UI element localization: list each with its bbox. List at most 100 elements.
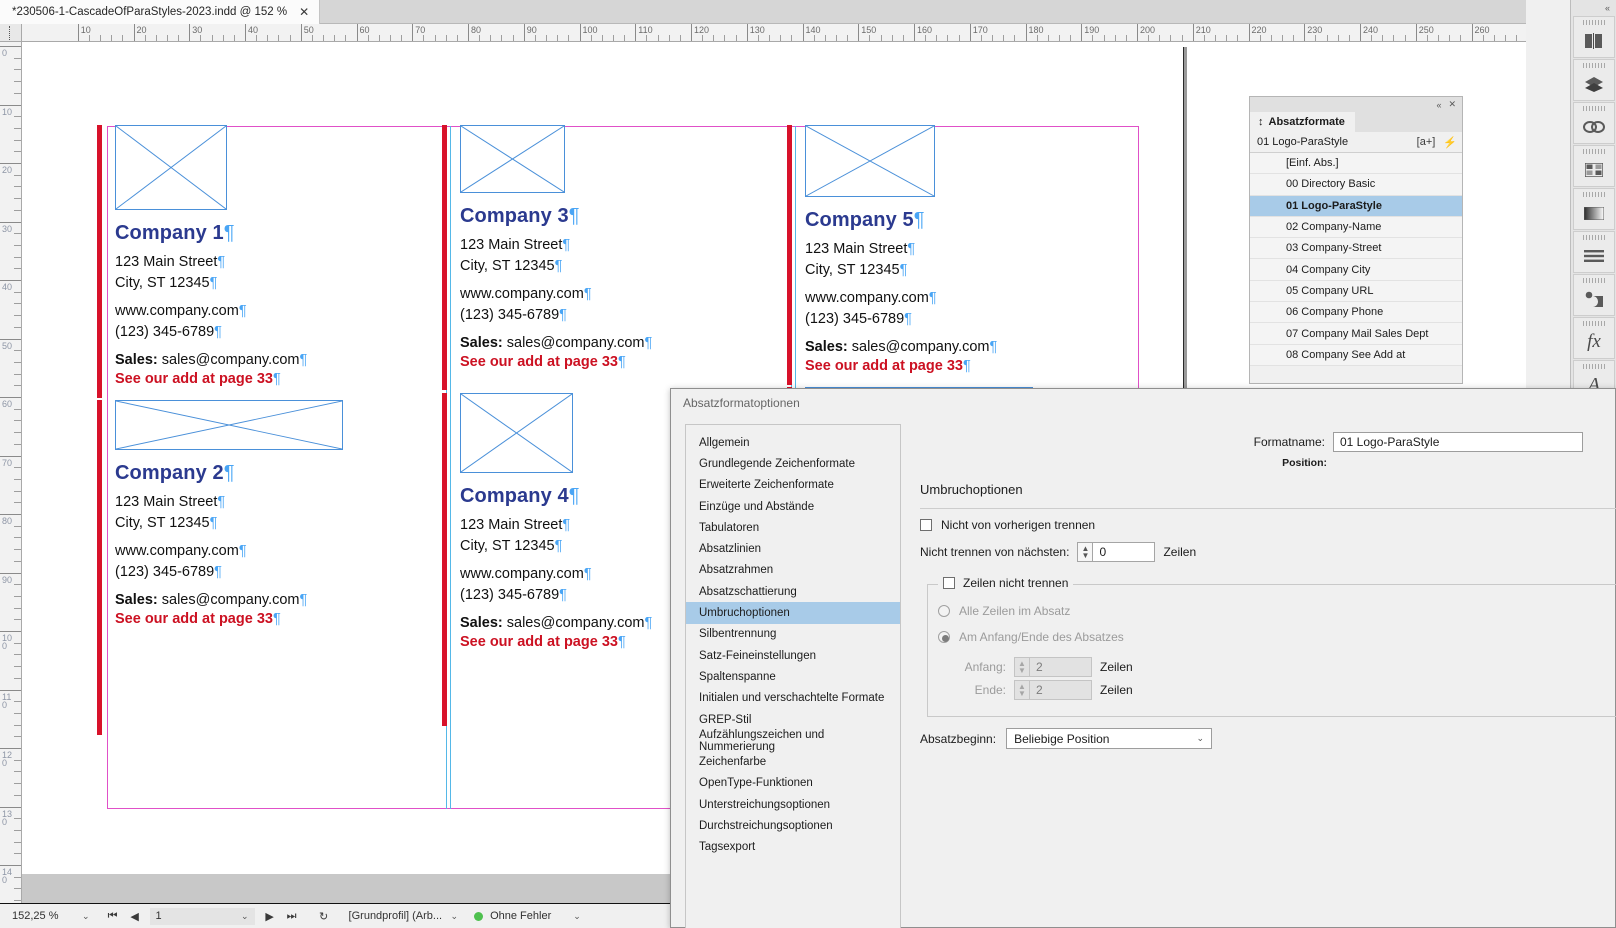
style-list-item[interactable]: 03 Company-Street [1250, 238, 1462, 260]
dialog-category-item[interactable]: Silbentrennung [699, 628, 777, 641]
paragraph-panel-button[interactable] [1573, 231, 1615, 273]
layers-panel-button[interactable] [1573, 59, 1615, 101]
all-lines-row[interactable]: Alle Zeilen im Absatz [938, 604, 1070, 618]
dialog-category-item[interactable]: Allgemein [699, 436, 750, 449]
company-text-block[interactable]: Company 2¶ 123 Main Street¶ City, ST 123… [115, 462, 307, 627]
image-placeholder-frame[interactable] [460, 125, 565, 193]
keep-with-previous-checkbox[interactable] [920, 519, 932, 531]
paragraph-start-row[interactable]: Absatzbeginn: Beliebige Position ⌄ [920, 728, 1213, 749]
drag-grip[interactable] [1583, 364, 1605, 369]
keep-with-next-row[interactable]: Nicht trennen von nächsten: ▲ ▼ 0 Zeilen [920, 542, 1196, 562]
dialog-category-item[interactable]: Durchstreichungsoptionen [699, 819, 833, 832]
panel-close-icon[interactable]: ✕ [1448, 99, 1456, 109]
effects-panel-button[interactable]: fx [1573, 317, 1615, 359]
style-list-item[interactable]: 05 Company URL [1250, 280, 1462, 303]
style-list-item[interactable]: 00 Directory Basic [1250, 174, 1462, 196]
document-tab[interactable]: *230506-1-CascadeOfParaStyles-2023.indd … [0, 0, 321, 24]
image-placeholder-frame[interactable] [115, 400, 343, 450]
dialog-category-item[interactable]: Erweiterte Zeichenformate [699, 479, 834, 492]
paragraph-styles-list[interactable]: [Einf. Abs.] 00 Directory Basic 01 Logo-Pa… [1250, 153, 1462, 366]
zoom-dropdown-icon[interactable]: ⌄ [82, 910, 90, 921]
dialog-category-item[interactable]: Grundlegende Zeichenformate [699, 457, 855, 470]
end-lines-row[interactable]: Ende: ▲ ▼ 2 Zeilen [951, 680, 1181, 700]
style-list-item[interactable]: 06 Company Phone [1250, 302, 1462, 324]
end-lines-input[interactable]: 2 [1029, 680, 1092, 700]
next-page-button[interactable]: ▶ [265, 910, 274, 923]
dialog-category-item[interactable]: Absatzschattierung [699, 585, 797, 598]
keep-with-previous-row[interactable]: Nicht von vorherigen trennen [920, 518, 1095, 532]
previous-page-button[interactable]: ◀ [130, 910, 139, 923]
company-entry[interactable]: Company 1¶ 123 Main Street¶ City, ST 123… [97, 125, 437, 398]
image-placeholder-frame[interactable] [460, 393, 573, 473]
start-lines-stepper[interactable]: ▲ ▼ [1014, 657, 1029, 677]
keep-lines-checkbox[interactable] [943, 577, 955, 589]
cells-panel-button[interactable] [1573, 145, 1615, 187]
links-panel-button[interactable] [1573, 102, 1615, 144]
style-list-item[interactable]: 07 Company Mail Sales Dept [1250, 323, 1462, 345]
end-lines-stepper[interactable]: ▲ ▼ [1014, 680, 1029, 700]
dialog-category-item[interactable]: Absatzlinien [699, 543, 762, 556]
chevron-down-icon[interactable]: ⌄ [241, 910, 249, 921]
clear-overrides-icon[interactable]: [a+] [1416, 136, 1436, 148]
format-name-input[interactable]: 01 Logo-ParaStyle [1333, 432, 1583, 452]
style-list-item[interactable]: 01 Logo-ParaStyle [1250, 195, 1462, 217]
start-lines-row[interactable]: Anfang: ▲ ▼ 2 Zeilen [951, 657, 1181, 677]
profile-dropdown-icon[interactable]: ⌄ [450, 910, 459, 921]
last-page-button[interactable]: ⏭ [286, 909, 297, 922]
drag-grip[interactable] [1583, 192, 1605, 197]
start-end-radio[interactable] [938, 631, 950, 643]
dialog-category-item[interactable]: Spaltenspanne [699, 670, 776, 683]
dialog-category-item[interactable]: Absatzrahmen [699, 564, 774, 577]
gradient-panel-button[interactable] [1573, 188, 1615, 230]
style-list-item[interactable]: 04 Company City [1250, 259, 1462, 281]
tab-absatzformate[interactable]: ↕ Absatzformate [1250, 112, 1355, 132]
start-lines-input[interactable]: 2 [1029, 657, 1092, 677]
close-icon[interactable]: ✕ [299, 5, 310, 19]
error-dropdown-icon[interactable]: ⌄ [573, 910, 581, 921]
company-entry[interactable]: Company 4¶ 123 Main Street¶ City, ST 123… [442, 393, 782, 726]
dialog-category-item[interactable]: Unterstreichungsoptionen [699, 798, 831, 811]
dialog-category-list[interactable]: Allgemein Grundlegende Zeichenformate Erwe… [685, 424, 901, 928]
history-icon[interactable]: ↻ [318, 910, 329, 923]
drag-grip[interactable] [1583, 321, 1605, 326]
dialog-category-item[interactable]: Einzüge und Abstände [699, 500, 815, 513]
vertical-ruler[interactable]: 0 10 20 30 40 50 60 70 80 90 100 110 120 130 140 [0, 42, 22, 903]
image-placeholder-frame[interactable] [115, 125, 227, 210]
dialog-category-item[interactable]: Aufzählungszeichen und Nummerierung [699, 728, 825, 753]
drag-grip[interactable] [1583, 20, 1605, 25]
first-page-button[interactable]: ⏮ [107, 909, 118, 922]
ruler-origin-handle[interactable] [0, 24, 22, 41]
drag-grip[interactable] [1583, 63, 1605, 68]
dialog-category-item[interactable]: Tabulatoren [699, 521, 760, 534]
style-list-item[interactable]: 08 Company See Add at [1250, 344, 1462, 366]
style-list-item[interactable]: 02 Company-Name [1250, 216, 1462, 239]
dialog-category-item[interactable]: Tagsexport [699, 841, 756, 854]
dialog-category-item[interactable]: OpenType-Funktionen [699, 777, 813, 790]
company-text-block[interactable]: Company 1¶ 123 Main Street¶ City, ST 123… [115, 222, 307, 387]
dialog-category-item[interactable]: GREP-Stil [699, 713, 752, 726]
panel-collapse-icon[interactable]: « [1436, 99, 1442, 110]
company-entry[interactable]: Company 3¶ 123 Main Street¶ City, ST 123… [442, 125, 782, 390]
company-text-block[interactable]: Company 5¶ 123 Main Street¶ City, ST 123… [805, 209, 997, 374]
zoom-level[interactable]: 152,25 % [12, 910, 59, 922]
dialog-category-item[interactable]: Initialen und verschachtelte Formate [699, 692, 885, 705]
break-link-icon[interactable]: ⚡ [1443, 136, 1457, 149]
dialog-category-item[interactable]: Umbruchoptionen [686, 602, 900, 624]
drag-grip[interactable] [1583, 106, 1605, 111]
pages-panel-button[interactable] [1573, 16, 1615, 58]
company-entry[interactable]: Company 5¶ 123 Main Street¶ City, ST 123… [787, 125, 1127, 385]
all-lines-radio[interactable] [938, 605, 950, 617]
start-end-row[interactable]: Am Anfang/Ende des Absatzes [938, 630, 1124, 644]
keep-with-next-stepper[interactable]: ▲ ▼ [1077, 542, 1093, 562]
dialog-category-item[interactable]: Satz-Feineinstellungen [699, 649, 816, 662]
drag-grip[interactable] [1583, 278, 1605, 283]
paragraph-start-select[interactable]: Beliebige Position ⌄ [1006, 728, 1213, 749]
text-wrap-panel-button[interactable] [1573, 274, 1615, 316]
paragraph-styles-panel[interactable]: « ✕ ↕ Absatzformate 01 Logo-ParaStyle [a… [1249, 96, 1463, 384]
company-text-block[interactable]: Company 3¶ 123 Main Street¶ City, ST 123… [460, 205, 652, 370]
dialog-category-item[interactable]: Zeichenfarbe [699, 756, 767, 769]
drag-grip[interactable] [1583, 149, 1605, 154]
keep-with-next-input[interactable]: 0 [1092, 542, 1156, 562]
style-list-item[interactable]: [Einf. Abs.] [1250, 153, 1462, 175]
drag-grip[interactable] [1583, 235, 1605, 240]
